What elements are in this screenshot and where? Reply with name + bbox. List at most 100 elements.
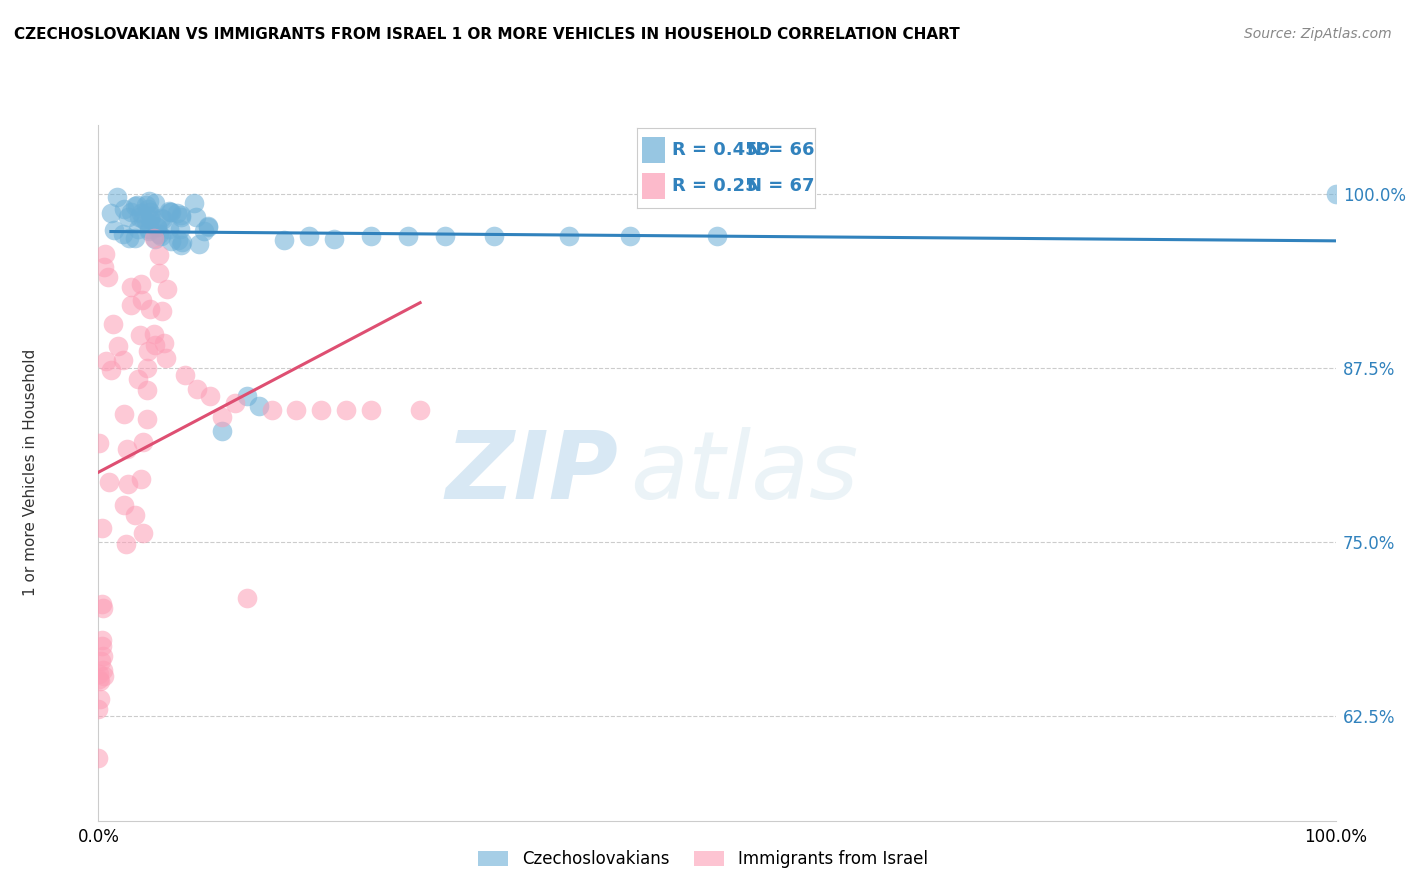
Bar	[643, 137, 665, 162]
Point	[136, 202, 159, 216]
Point	[112, 407, 135, 421]
Point	[136, 412, 159, 426]
Point	[143, 327, 166, 342]
Point	[138, 224, 160, 238]
Point	[309, 403, 332, 417]
Point	[160, 205, 183, 219]
Point	[138, 221, 160, 235]
Point	[131, 211, 153, 226]
Point	[117, 231, 139, 245]
Point	[166, 233, 188, 247]
Point	[149, 211, 172, 225]
Point	[187, 236, 209, 251]
Point	[155, 351, 177, 365]
Point	[101, 317, 124, 331]
Point	[93, 649, 115, 664]
Point	[139, 211, 162, 226]
Point	[87, 672, 110, 686]
Point	[100, 206, 122, 220]
Point	[112, 202, 135, 216]
Point	[322, 232, 344, 246]
Point	[132, 434, 155, 449]
Point	[129, 327, 152, 342]
Point	[197, 219, 219, 234]
Point	[148, 227, 170, 242]
Point	[557, 229, 579, 244]
Text: N = 67: N = 67	[747, 177, 814, 195]
Point	[260, 403, 283, 417]
Point	[145, 219, 167, 234]
Point	[131, 293, 153, 307]
Point	[224, 396, 246, 410]
Point	[136, 343, 159, 358]
Point	[139, 301, 162, 316]
Point	[396, 229, 419, 244]
Point	[127, 198, 149, 212]
Point	[103, 223, 125, 237]
Point	[93, 260, 115, 274]
Point	[138, 194, 160, 208]
Point	[136, 383, 159, 397]
Point	[87, 702, 110, 716]
Point	[157, 222, 180, 236]
Point	[197, 219, 219, 233]
Point	[247, 399, 270, 413]
Point	[132, 525, 155, 540]
Point	[145, 231, 167, 245]
Point	[706, 229, 728, 244]
Point	[184, 210, 207, 224]
Text: R = 0.25: R = 0.25	[672, 177, 758, 195]
Point	[172, 235, 194, 249]
Text: Source: ZipAtlas.com: Source: ZipAtlas.com	[1244, 27, 1392, 41]
Point	[236, 591, 259, 605]
Point	[153, 336, 176, 351]
Point	[146, 219, 169, 234]
Point	[87, 751, 110, 765]
Point	[183, 195, 205, 210]
Point	[139, 205, 162, 219]
Point	[124, 508, 146, 522]
Point	[129, 206, 152, 220]
Point	[169, 222, 191, 236]
Point	[236, 389, 259, 403]
Point	[159, 204, 181, 219]
Point	[91, 521, 114, 535]
Point	[136, 360, 159, 375]
Point	[170, 211, 193, 225]
Point	[96, 353, 118, 368]
Point	[90, 654, 112, 668]
Point	[143, 196, 166, 211]
Point	[87, 436, 110, 450]
Point	[273, 233, 295, 247]
Point	[89, 667, 111, 681]
Point	[93, 247, 115, 261]
Point	[169, 238, 191, 252]
Point	[186, 382, 208, 396]
Point	[90, 640, 112, 654]
Point	[124, 231, 146, 245]
Point	[112, 353, 135, 368]
Bar	[643, 173, 665, 199]
Point	[484, 229, 506, 244]
Point	[89, 692, 111, 706]
Point	[156, 281, 179, 295]
Point	[160, 234, 183, 248]
Point	[112, 498, 135, 512]
Point	[135, 214, 157, 228]
Point	[120, 205, 142, 219]
Point	[285, 403, 308, 417]
Point	[112, 227, 135, 241]
Point	[198, 389, 221, 403]
Point	[211, 410, 233, 425]
Point	[135, 198, 157, 212]
Point	[139, 209, 162, 223]
Point	[360, 403, 382, 417]
Point	[105, 190, 128, 204]
Point	[89, 674, 111, 689]
Point	[124, 199, 146, 213]
Text: R = 0.459: R = 0.459	[672, 141, 770, 159]
Point	[335, 403, 357, 417]
Point	[97, 270, 120, 285]
Point	[1324, 187, 1347, 202]
Point	[193, 224, 215, 238]
